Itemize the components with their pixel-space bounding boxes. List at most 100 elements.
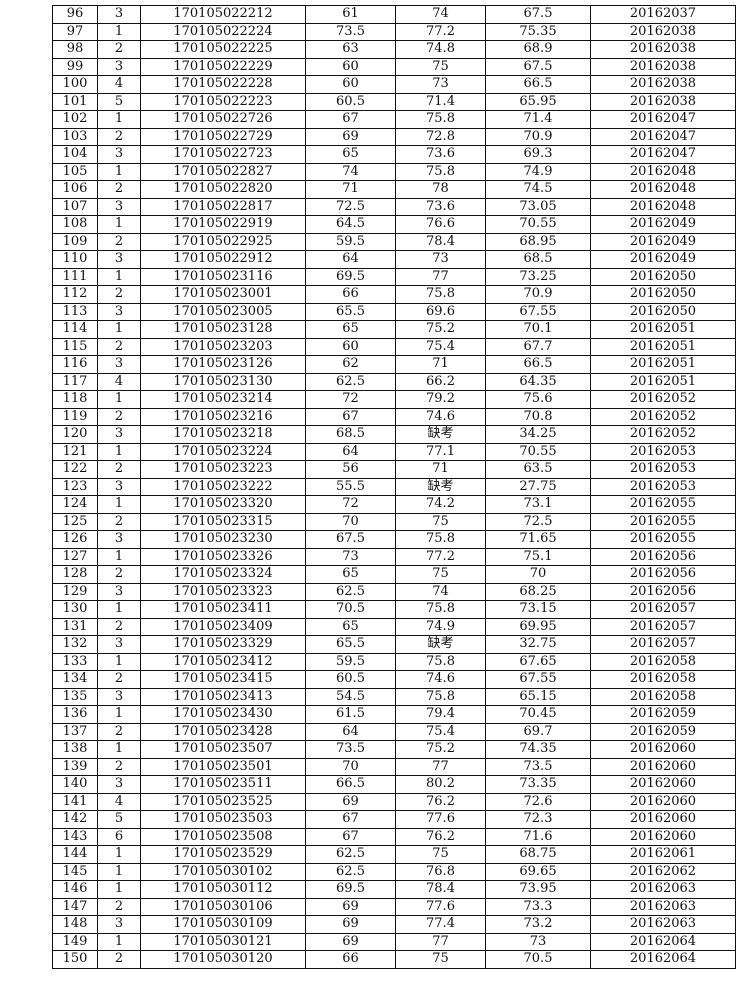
cell-rank: 1 [97, 215, 141, 234]
table-row: 112 2 170105023001 66 75.8 70.9 20162050 [52, 285, 736, 304]
cell-row-number: 105 [52, 162, 98, 181]
cell-exam-id: 170105023216 [140, 407, 306, 426]
cell-row-number: 103 [52, 127, 98, 146]
cell-row-number: 107 [52, 197, 98, 216]
cell-exam-id: 170105022224 [140, 22, 306, 41]
cell-row-number: 128 [52, 565, 98, 584]
cell-row-number: 143 [52, 827, 98, 846]
cell-written-score: 67 [305, 110, 396, 129]
cell-position-code: 20162038 [590, 57, 736, 76]
cell-row-number: 108 [52, 215, 98, 234]
cell-total-score: 73.1 [485, 495, 591, 514]
cell-written-score: 64 [305, 442, 396, 461]
cell-total-score: 72.3 [485, 810, 591, 829]
cell-total-score: 73 [485, 932, 591, 951]
cell-position-code: 20162059 [590, 722, 736, 741]
cell-position-code: 20162058 [590, 652, 736, 671]
cell-exam-id: 170105022223 [140, 92, 306, 111]
cell-interview-score: 75.8 [395, 652, 486, 671]
table-row: 139 2 170105023501 70 77 73.5 20162060 [52, 757, 736, 776]
cell-position-code: 20162060 [590, 792, 736, 811]
cell-position-code: 20162056 [590, 582, 736, 601]
cell-interview-score: 78.4 [395, 232, 486, 251]
cell-position-code: 20162038 [590, 40, 736, 59]
cell-written-score: 59.5 [305, 232, 396, 251]
cell-position-code: 20162052 [590, 407, 736, 426]
cell-total-score: 71.65 [485, 530, 591, 549]
cell-exam-id: 170105030121 [140, 932, 306, 951]
cell-total-score: 75.6 [485, 390, 591, 409]
cell-interview-score: 75 [395, 57, 486, 76]
cell-exam-id: 170105023230 [140, 530, 306, 549]
cell-row-number: 122 [52, 460, 98, 479]
cell-written-score: 65 [305, 145, 396, 164]
table-row: 148 3 170105030109 69 77.4 73.2 20162063 [52, 915, 736, 934]
table-row: 108 1 170105022919 64.5 76.6 70.55 20162049 [52, 215, 736, 234]
cell-row-number: 111 [52, 267, 98, 286]
cell-rank: 2 [97, 722, 141, 741]
table-row: 99 3 170105022229 60 75 67.5 20162038 [52, 57, 736, 76]
cell-interview-score: 66.2 [395, 372, 486, 391]
cell-rank: 2 [97, 670, 141, 689]
cell-interview-score: 77.2 [395, 22, 486, 41]
table-row: 114 1 170105023128 65 75.2 70.1 20162051 [52, 320, 736, 339]
cell-rank: 1 [97, 22, 141, 41]
table-row: 106 2 170105022820 71 78 74.5 20162048 [52, 180, 736, 199]
cell-row-number: 137 [52, 722, 98, 741]
cell-interview-score: 79.4 [395, 705, 486, 724]
cell-rank: 1 [97, 705, 141, 724]
cell-position-code: 20162048 [590, 162, 736, 181]
cell-rank: 2 [97, 337, 141, 356]
table-row: 104 3 170105022723 65 73.6 69.3 20162047 [52, 145, 736, 164]
table-row: 105 1 170105022827 74 75.8 74.9 20162048 [52, 162, 736, 181]
cell-row-number: 121 [52, 442, 98, 461]
cell-exam-id: 170105022912 [140, 250, 306, 269]
cell-interview-score: 75.8 [395, 687, 486, 706]
cell-total-score: 73.2 [485, 915, 591, 934]
cell-interview-score: 74.2 [395, 495, 486, 514]
table-row: 115 2 170105023203 60 75.4 67.7 20162051 [52, 337, 736, 356]
cell-rank: 3 [97, 477, 141, 496]
cell-row-number: 130 [52, 600, 98, 619]
cell-rank: 1 [97, 320, 141, 339]
table-row: 116 3 170105023126 62 71 66.5 20162051 [52, 355, 736, 374]
cell-total-score: 65.95 [485, 92, 591, 111]
cell-total-score: 71.4 [485, 110, 591, 129]
cell-position-code: 20162047 [590, 110, 736, 129]
cell-position-code: 20162060 [590, 775, 736, 794]
cell-total-score: 68.25 [485, 582, 591, 601]
cell-row-number: 109 [52, 232, 98, 251]
table-row: 134 2 170105023415 60.5 74.6 67.55 20162058 [52, 670, 736, 689]
cell-exam-id: 170105023507 [140, 740, 306, 759]
cell-rank: 3 [97, 302, 141, 321]
cell-interview-score: 73 [395, 250, 486, 269]
cell-interview-score: 69.6 [395, 302, 486, 321]
cell-exam-id: 170105023126 [140, 355, 306, 374]
cell-exam-id: 170105022229 [140, 57, 306, 76]
cell-written-score: 69.5 [305, 880, 396, 899]
cell-position-code: 20162061 [590, 845, 736, 864]
table-row: 122 2 170105023223 56 71 63.5 20162053 [52, 460, 736, 479]
cell-written-score: 67 [305, 827, 396, 846]
cell-rank: 2 [97, 285, 141, 304]
cell-row-number: 116 [52, 355, 98, 374]
cell-position-code: 20162049 [590, 215, 736, 234]
table-row: 111 1 170105023116 69.5 77 73.25 20162050 [52, 267, 736, 286]
cell-written-score: 69 [305, 897, 396, 916]
table-row: 126 3 170105023230 67.5 75.8 71.65 20162055 [52, 530, 736, 549]
cell-rank: 2 [97, 180, 141, 199]
cell-interview-score: 75.8 [395, 110, 486, 129]
cell-total-score: 63.5 [485, 460, 591, 479]
cell-rank: 1 [97, 495, 141, 514]
cell-written-score: 64 [305, 250, 396, 269]
cell-written-score: 60 [305, 337, 396, 356]
cell-row-number: 115 [52, 337, 98, 356]
cell-total-score: 67.55 [485, 670, 591, 689]
cell-written-score: 56 [305, 460, 396, 479]
cell-position-code: 20162060 [590, 740, 736, 759]
cell-rank: 3 [97, 197, 141, 216]
cell-rank: 2 [97, 407, 141, 426]
cell-rank: 3 [97, 915, 141, 934]
cell-exam-id: 170105023224 [140, 442, 306, 461]
cell-rank: 5 [97, 92, 141, 111]
